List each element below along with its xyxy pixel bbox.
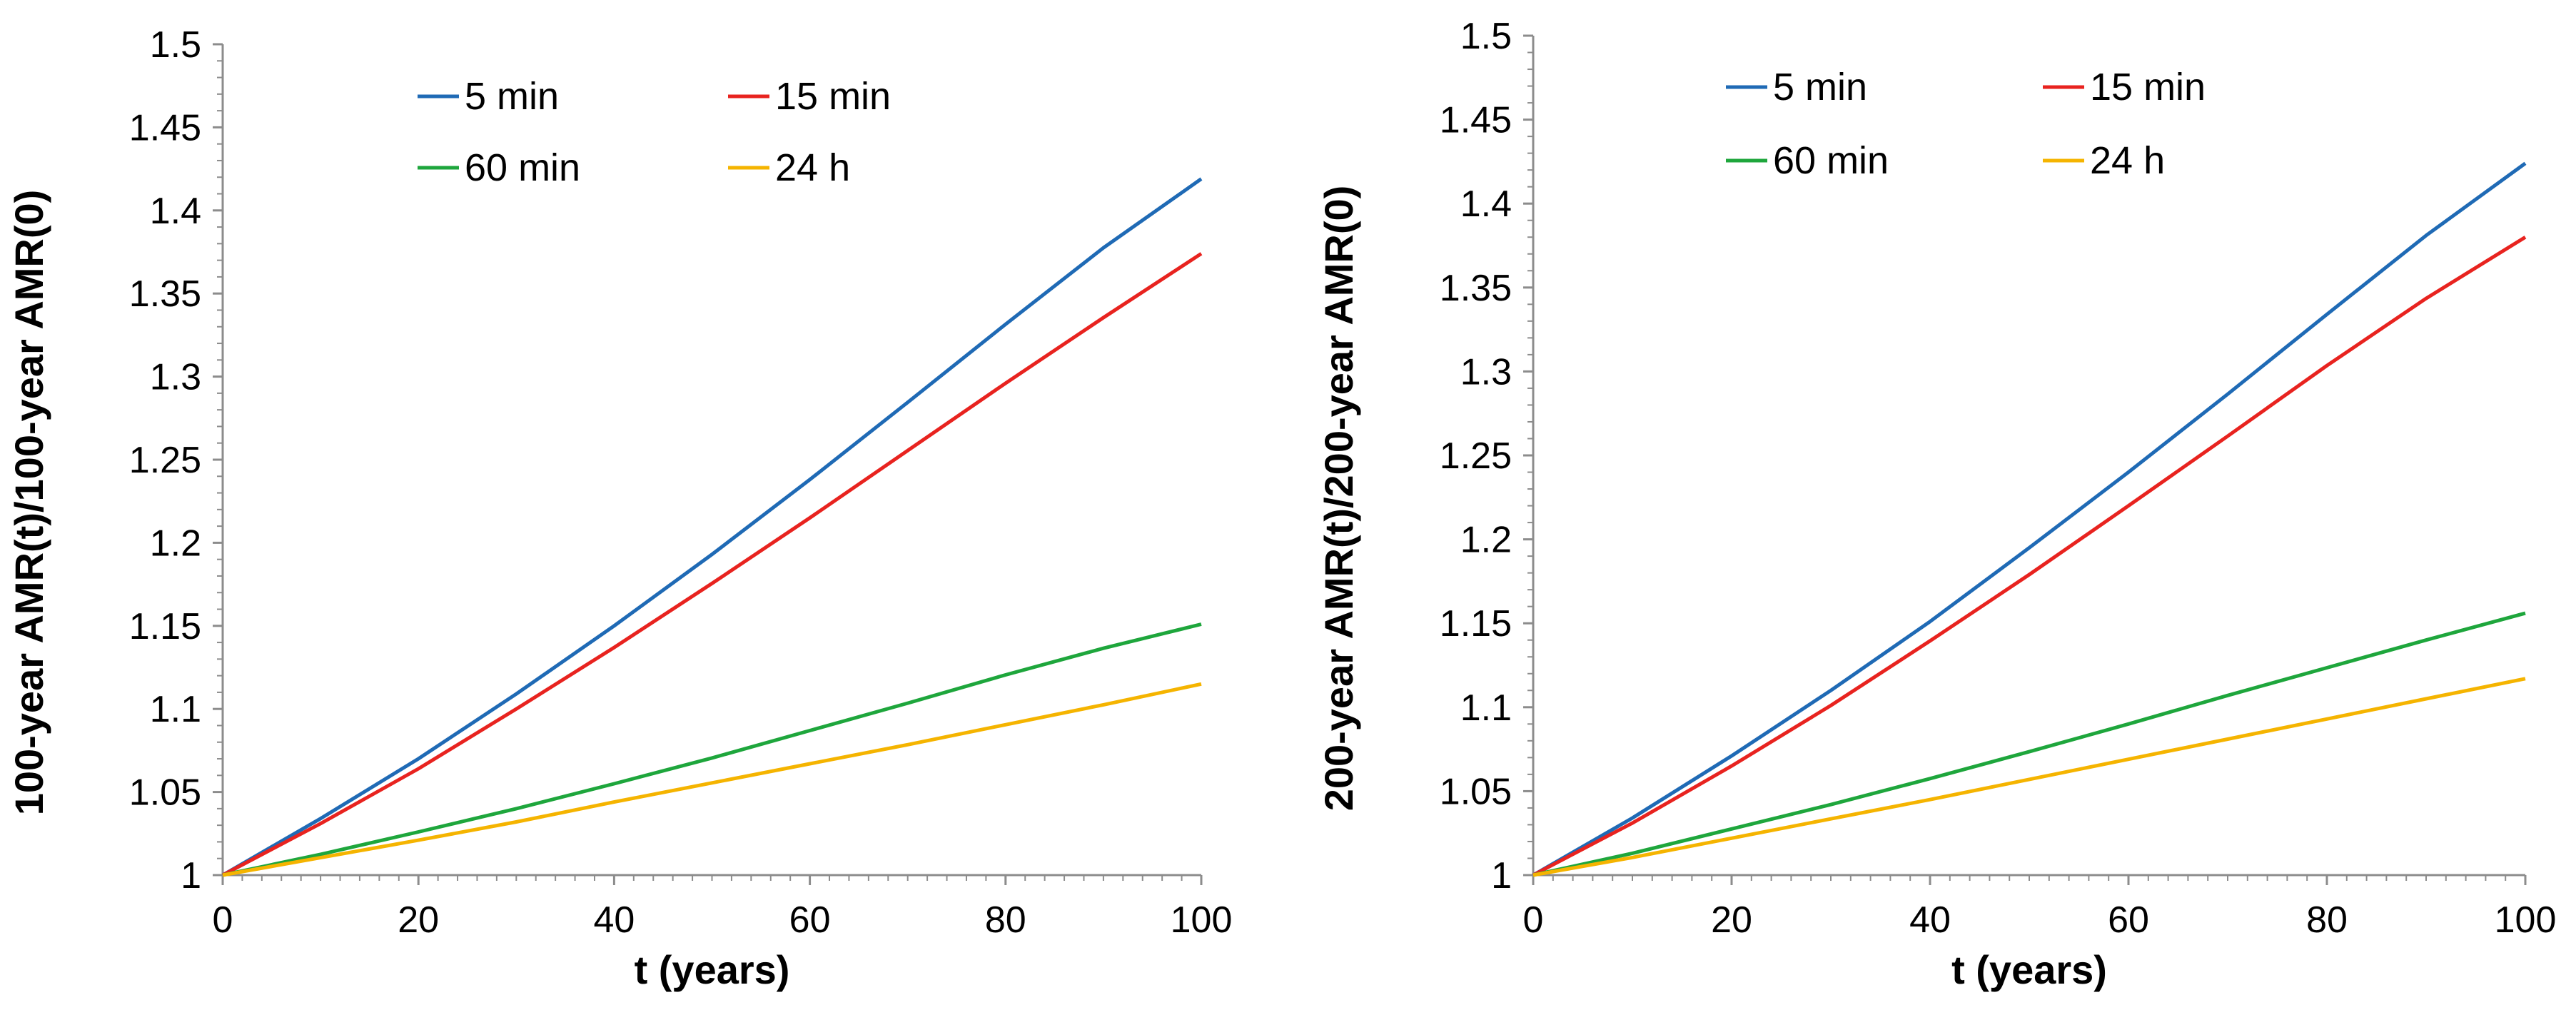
y-tick-label: 1.3: [1460, 351, 1512, 393]
legend-label: 5 min: [1773, 66, 1867, 108]
legend-label: 15 min: [775, 75, 891, 118]
y-tick-label: 1.2: [1460, 520, 1512, 561]
x-tick-label: 60: [789, 899, 831, 941]
y-tick-label: 1.05: [129, 772, 201, 814]
legend-label: 24 h: [775, 146, 850, 189]
chart-panel-1: 1 1.05 1.1 1.15 1.2 1.25 1.3 1.35 1.4 1.45 1.5 0 20 4…: [6, 24, 1232, 992]
chart-panel-2: 1 1.05 1.1 1.15 1.2 1.25 1.3 1.35 1.4 1.45 1.5 0 20 4…: [1316, 16, 2556, 992]
y-tick-label: 1.45: [129, 107, 201, 148]
x-tick-label: 100: [2495, 899, 2557, 941]
y-tick-label: 1.3: [150, 357, 201, 398]
series-line-24-h: [1532, 677, 2526, 877]
x-tick-label: 40: [593, 899, 635, 941]
y-tick-label: 1.15: [1440, 603, 1512, 645]
y-tick-label: 1.4: [150, 191, 201, 232]
x-axis-title: t (years): [635, 947, 790, 992]
legend-label: 60 min: [465, 146, 580, 189]
x-tick-label: 100: [1171, 899, 1233, 941]
x-tick-label: 80: [2306, 899, 2348, 941]
series-line-60-min: [222, 622, 1202, 877]
x-tick-label: 20: [398, 899, 439, 941]
x-tick-label: 20: [1711, 899, 1752, 941]
y-tick-label: 1.1: [1460, 687, 1512, 729]
series-line-24-h: [222, 682, 1202, 877]
y-tick-label: 1.15: [129, 606, 201, 647]
x-tick-label: 0: [213, 899, 233, 941]
y-tick-label: 1.25: [129, 440, 201, 481]
series-line-15-min: [1532, 236, 2527, 877]
y-tick-label: 1: [181, 855, 201, 897]
y-tick-label: 1.05: [1440, 771, 1512, 812]
y-tick-label: 1.25: [1440, 435, 1512, 477]
y-tick-label: 1.4: [1460, 183, 1512, 225]
y-tick-label: 1: [1491, 855, 1512, 897]
y-tick-label: 1.2: [150, 522, 201, 564]
y-axis-title: 200-year AMR(t)/200-year AMR(0): [1316, 186, 1361, 812]
legend-label: 60 min: [1773, 139, 1889, 182]
series-line-15-min: [221, 252, 1203, 877]
y-axis-title: 100-year AMR(t)/100-year AMR(0): [6, 190, 51, 816]
x-tick-label: 40: [1909, 899, 1951, 941]
series-line-60-min: [1532, 611, 2526, 877]
x-axis-title: t (years): [1951, 947, 2107, 992]
y-tick-label: 1.1: [150, 689, 201, 730]
legend-label: 15 min: [2090, 66, 2206, 108]
x-tick-label: 0: [1523, 899, 1544, 941]
y-tick-label: 1.35: [1440, 268, 1512, 309]
series-line-5-min: [1532, 161, 2527, 877]
legend-label: 24 h: [2090, 139, 2165, 182]
x-tick-label: 60: [2108, 899, 2149, 941]
y-tick-label: 1.5: [150, 24, 201, 66]
x-tick-label: 80: [985, 899, 1026, 941]
y-tick-label: 1.45: [1440, 100, 1512, 141]
y-tick-label: 1.35: [129, 273, 201, 315]
y-tick-label: 1.5: [1460, 16, 1512, 57]
legend-label: 5 min: [465, 75, 559, 118]
series-line-5-min: [221, 177, 1203, 877]
